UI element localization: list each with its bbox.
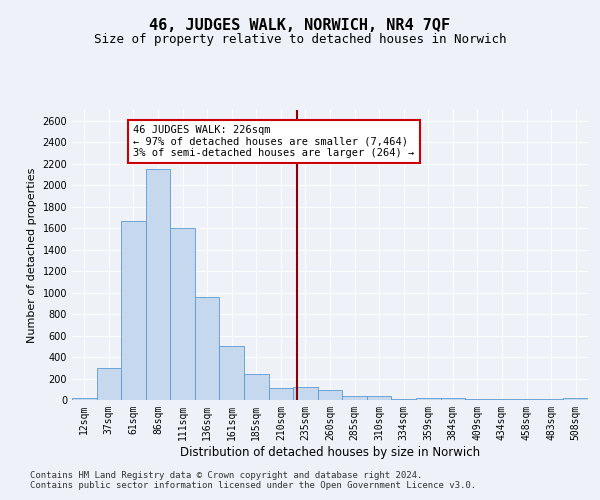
Y-axis label: Number of detached properties: Number of detached properties <box>27 168 37 342</box>
Bar <box>391 399 416 400</box>
Bar <box>244 374 269 400</box>
Bar <box>342 396 367 400</box>
Bar <box>146 169 170 400</box>
Bar <box>269 388 293 400</box>
Text: 46, JUDGES WALK, NORWICH, NR4 7QF: 46, JUDGES WALK, NORWICH, NR4 7QF <box>149 18 451 32</box>
X-axis label: Distribution of detached houses by size in Norwich: Distribution of detached houses by size … <box>180 446 480 458</box>
Bar <box>416 398 440 400</box>
Bar <box>318 390 342 400</box>
Bar <box>563 398 588 400</box>
Bar <box>97 368 121 400</box>
Text: Contains HM Land Registry data © Crown copyright and database right 2024.: Contains HM Land Registry data © Crown c… <box>30 470 422 480</box>
Bar <box>72 398 97 400</box>
Text: 46 JUDGES WALK: 226sqm
← 97% of detached houses are smaller (7,464)
3% of semi-d: 46 JUDGES WALK: 226sqm ← 97% of detached… <box>133 125 415 158</box>
Text: Contains public sector information licensed under the Open Government Licence v3: Contains public sector information licen… <box>30 480 476 490</box>
Bar <box>293 387 318 400</box>
Bar <box>195 297 220 400</box>
Bar <box>220 346 244 400</box>
Bar <box>440 398 465 400</box>
Bar <box>121 220 146 400</box>
Text: Size of property relative to detached houses in Norwich: Size of property relative to detached ho… <box>94 32 506 46</box>
Bar <box>170 228 195 400</box>
Bar <box>367 396 391 400</box>
